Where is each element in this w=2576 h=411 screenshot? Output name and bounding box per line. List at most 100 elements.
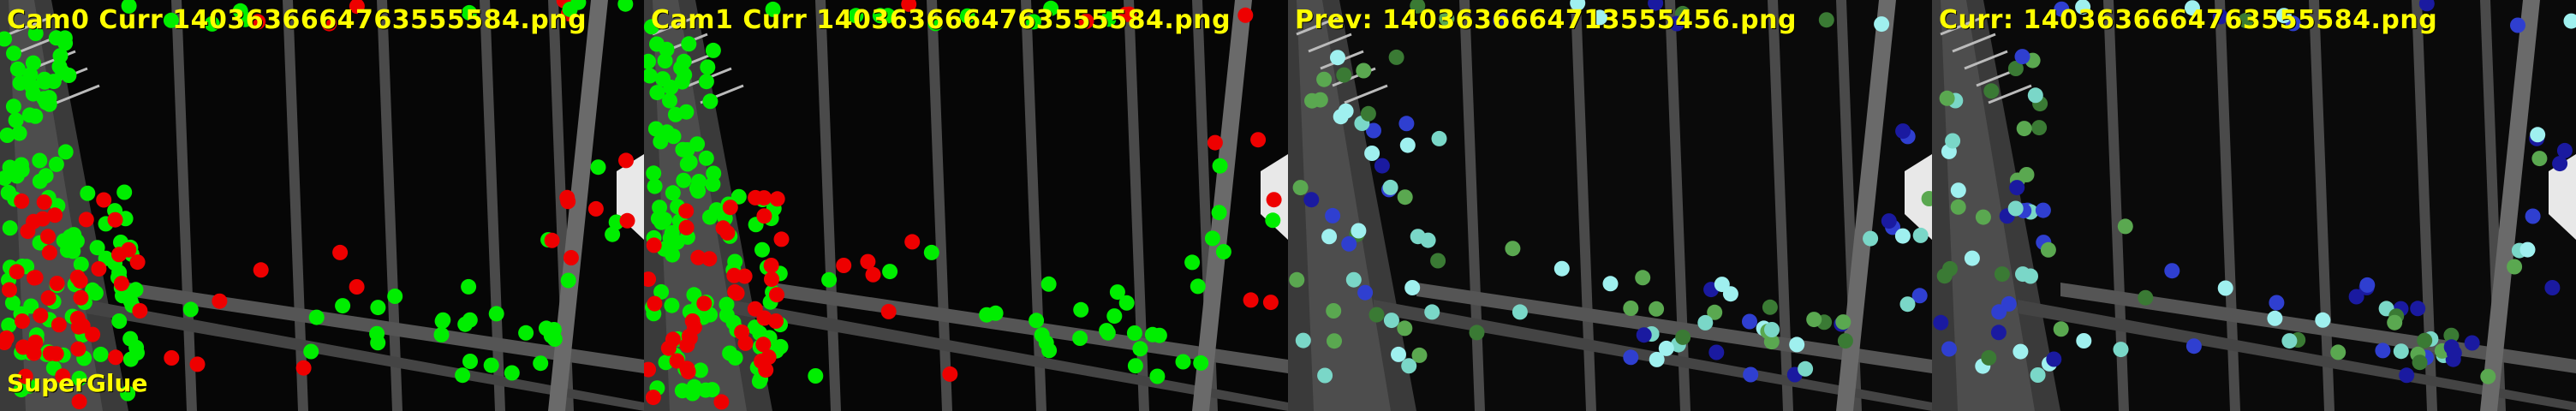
bright-panel bbox=[2549, 154, 2576, 240]
tracked-keypoint bbox=[2053, 321, 2069, 337]
cam0-panel: Cam0 Curr 1403636664763555584.png SuperG… bbox=[0, 0, 644, 411]
keypoint bbox=[250, 14, 266, 30]
matched-keypoint bbox=[719, 296, 735, 313]
tracked-keypoint bbox=[2464, 335, 2480, 351]
matched-keypoint bbox=[646, 165, 662, 182]
unmatched-keypoint bbox=[660, 340, 677, 356]
matched-keypoint bbox=[1072, 331, 1088, 346]
matched-keypoint bbox=[128, 282, 144, 298]
rail bbox=[86, 300, 644, 411]
tracked-keypoint bbox=[1411, 347, 1428, 363]
tracked-keypoint bbox=[1317, 367, 1333, 384]
unmatched-keypoint bbox=[107, 211, 123, 228]
matched-keypoint bbox=[1041, 276, 1057, 292]
tracked-keypoint bbox=[1939, 90, 1955, 106]
keypoint bbox=[1237, 7, 1254, 23]
keypoint bbox=[865, 266, 881, 283]
tracked-keypoint bbox=[2031, 120, 2048, 136]
tracked-keypoint bbox=[1330, 50, 1345, 66]
rail bbox=[1416, 283, 1932, 373]
tracked-keypoint bbox=[1714, 277, 1730, 293]
matched-keypoint bbox=[455, 367, 471, 384]
cam1-image bbox=[644, 0, 1288, 411]
keypoint bbox=[204, 15, 220, 32]
keypoint bbox=[860, 253, 876, 270]
unmatched-keypoint bbox=[756, 208, 772, 224]
tracked-keypoint bbox=[1975, 209, 1991, 225]
keypoint bbox=[1100, 11, 1117, 27]
matched-keypoint bbox=[32, 152, 48, 169]
tracked-keypoint bbox=[1994, 266, 2010, 283]
tracked-keypoint bbox=[2030, 367, 2046, 383]
unmatched-keypoint bbox=[40, 229, 56, 245]
tracked-keypoint bbox=[1364, 146, 1380, 161]
matched-keypoint bbox=[681, 36, 697, 52]
matched-keypoint bbox=[457, 316, 474, 332]
matched-keypoint bbox=[37, 74, 53, 90]
matched-keypoint bbox=[657, 53, 673, 68]
matched-keypoint bbox=[662, 92, 677, 109]
matched-keypoint bbox=[85, 282, 101, 298]
window-bar bbox=[377, 0, 402, 411]
tracked-keypoint bbox=[2076, 333, 2092, 348]
right-pole bbox=[548, 0, 608, 411]
tracked-keypoint bbox=[2007, 200, 2024, 217]
tracked-keypoint bbox=[2046, 351, 2062, 367]
matched-keypoint bbox=[8, 112, 24, 128]
matched-keypoint bbox=[1193, 354, 1209, 371]
keypoint bbox=[927, 15, 944, 32]
keypoint bbox=[1215, 244, 1231, 259]
matched-keypoint bbox=[89, 240, 105, 256]
matched-keypoint bbox=[727, 349, 743, 366]
matched-keypoint bbox=[706, 165, 722, 182]
tracked-keypoint bbox=[2330, 344, 2346, 360]
unmatched-keypoint bbox=[33, 307, 49, 324]
tracked-keypoint bbox=[1798, 360, 1814, 377]
right-pole bbox=[2480, 0, 2540, 411]
tracked-keypoint bbox=[2007, 61, 2024, 76]
matched-keypoint bbox=[128, 339, 145, 355]
tracked-keypoint bbox=[2113, 342, 2129, 358]
cam0-title: Cam0 Curr 1403636664763555584.png bbox=[7, 5, 587, 35]
tracked-keypoint bbox=[1669, 15, 1685, 32]
matched-keypoint bbox=[1073, 301, 1089, 318]
unmatched-keypoint bbox=[644, 361, 657, 378]
tracked-keypoint bbox=[1649, 301, 1665, 317]
unmatched-keypoint bbox=[27, 334, 44, 350]
ladder-rung bbox=[1988, 84, 2032, 104]
matched-keypoint bbox=[669, 234, 685, 250]
matched-keypoint bbox=[679, 156, 695, 172]
matched-keypoint bbox=[1126, 325, 1142, 341]
unmatched-keypoint bbox=[679, 360, 695, 377]
matched-keypoint bbox=[1144, 326, 1160, 342]
tracked-keypoint bbox=[1327, 333, 1342, 349]
keypoint bbox=[880, 303, 897, 319]
matched-keypoint bbox=[57, 30, 73, 46]
keypoint bbox=[848, 8, 864, 24]
unmatched-keypoint bbox=[113, 276, 129, 292]
tracked-keypoint bbox=[2018, 167, 2035, 182]
keypoint bbox=[590, 159, 606, 176]
tracked-keypoint bbox=[1383, 313, 1399, 329]
tracked-keypoint bbox=[2552, 156, 2568, 172]
matched-keypoint bbox=[665, 128, 682, 145]
tracked-keypoint bbox=[2556, 142, 2573, 158]
keypoint bbox=[1262, 295, 1279, 311]
keypoint bbox=[1211, 205, 1227, 221]
tracked-keypoint bbox=[1430, 253, 1446, 269]
keypoint bbox=[1204, 230, 1220, 247]
matched-keypoint bbox=[754, 241, 770, 258]
unmatched-keypoint bbox=[96, 192, 112, 208]
tracked-keypoint bbox=[2531, 151, 2548, 167]
matched-keypoint bbox=[387, 289, 403, 304]
tracked-keypoint bbox=[2525, 208, 2541, 224]
tracked-keypoint bbox=[2164, 263, 2180, 279]
tracked-keypoint bbox=[1391, 346, 1406, 362]
keypoint bbox=[182, 301, 199, 318]
matched-keypoint bbox=[92, 346, 109, 362]
tracked-keypoint bbox=[1341, 235, 1357, 252]
keypoint bbox=[563, 250, 579, 265]
unmatched-keypoint bbox=[108, 349, 123, 366]
keypoint bbox=[232, 3, 248, 19]
